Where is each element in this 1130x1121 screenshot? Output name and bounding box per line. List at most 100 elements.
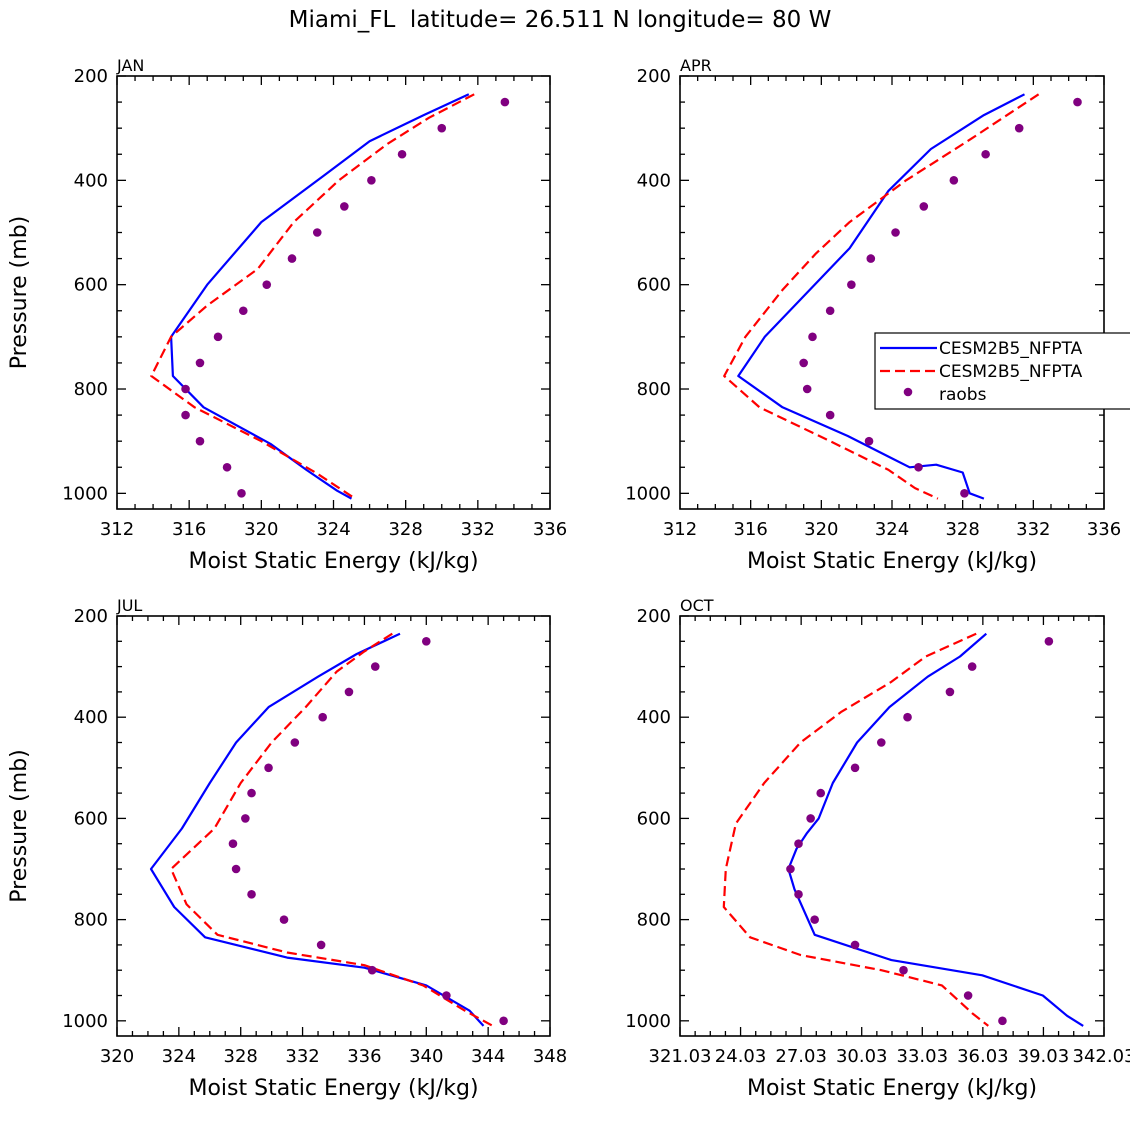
raobs-point bbox=[1044, 637, 1054, 646]
y-tick-label: 1000 bbox=[625, 1011, 671, 1032]
raobs-point bbox=[181, 384, 190, 394]
raobs-point bbox=[222, 462, 232, 472]
x-tick-label: 312 bbox=[100, 519, 134, 540]
raobs-point bbox=[919, 202, 929, 211]
x-tick-label: 27.03 bbox=[775, 1046, 827, 1067]
x-tick-label: 320 bbox=[804, 519, 838, 540]
y-tick-label: 1000 bbox=[62, 483, 108, 504]
raobs-point bbox=[903, 712, 912, 722]
y-tick-label: 200 bbox=[637, 606, 671, 627]
series-line-solid bbox=[737, 93, 1026, 500]
x-axis-label: Moist Static Energy (kJ/kg) bbox=[188, 549, 478, 574]
series-line-dashed bbox=[150, 93, 475, 500]
raobs-point bbox=[370, 662, 380, 671]
x-tick-label: 344 bbox=[471, 1046, 505, 1067]
x-tick-label: 336 bbox=[347, 1046, 381, 1067]
panel-jan: JAN 312 316 320 324 328 332 336 200 400 600 800 1000… bbox=[7, 56, 567, 574]
x-tick-label: 342.03 bbox=[1073, 1046, 1130, 1067]
x-tick-label: 321.03 bbox=[649, 1046, 712, 1067]
plot-area bbox=[149, 632, 508, 1027]
x-tick-label: 328 bbox=[945, 519, 979, 540]
x-tick-label: 320 bbox=[100, 1046, 134, 1067]
x-tick-label: 312 bbox=[663, 519, 697, 540]
raobs-point bbox=[799, 358, 808, 368]
x-tick-label: 39.03 bbox=[1018, 1046, 1070, 1067]
raobs-point bbox=[231, 864, 241, 874]
y-tick-label: 600 bbox=[74, 275, 108, 296]
raobs-point bbox=[850, 763, 860, 773]
x-tick-label: 328 bbox=[388, 519, 422, 540]
raobs-point bbox=[318, 712, 327, 722]
y-tick-label: 1000 bbox=[62, 1011, 108, 1032]
raobs-point bbox=[1073, 97, 1082, 107]
x-tick-label: 324 bbox=[316, 519, 350, 540]
y-tick-label: 200 bbox=[74, 606, 108, 627]
raobs-point bbox=[340, 202, 349, 211]
x-axis-label: Moist Static Energy (kJ/kg) bbox=[188, 1076, 478, 1101]
y-tick-label: 800 bbox=[637, 910, 671, 931]
x-tick-label: 328 bbox=[224, 1046, 258, 1067]
x-tick-label: 332 bbox=[1016, 519, 1050, 540]
raobs-point bbox=[945, 687, 955, 697]
raobs-point bbox=[960, 489, 969, 498]
raobs-point bbox=[808, 332, 817, 342]
raobs-point bbox=[241, 814, 250, 823]
raobs-point bbox=[421, 637, 431, 646]
plot-frame bbox=[679, 615, 1105, 1037]
raobs-point bbox=[825, 306, 835, 316]
panel-title: JAN bbox=[116, 56, 144, 75]
panel-title: APR bbox=[680, 56, 712, 75]
raobs-point bbox=[864, 436, 874, 446]
raobs-point bbox=[279, 915, 289, 924]
raobs-point bbox=[228, 839, 238, 849]
raobs-point bbox=[344, 687, 354, 697]
raobs-point bbox=[437, 123, 447, 133]
raobs-point bbox=[262, 280, 272, 289]
y-tick-label: 200 bbox=[637, 66, 671, 87]
raobs-point bbox=[794, 839, 803, 849]
raobs-point bbox=[237, 489, 246, 498]
x-tick-label: 24.03 bbox=[715, 1046, 767, 1067]
x-tick-label: 36.03 bbox=[957, 1046, 1009, 1067]
raobs-point bbox=[316, 940, 326, 950]
raobs-point bbox=[825, 410, 835, 420]
legend-swatch-dot bbox=[903, 387, 913, 397]
x-axis-label: Moist Static Energy (kJ/kg) bbox=[747, 549, 1037, 574]
raobs-point bbox=[802, 384, 812, 394]
raobs-point bbox=[876, 738, 886, 747]
raobs-point bbox=[499, 1016, 508, 1026]
raobs-point bbox=[500, 97, 510, 107]
x-tick-label: 33.03 bbox=[897, 1046, 949, 1067]
y-tick-label: 400 bbox=[74, 707, 108, 728]
x-tick-label: 348 bbox=[533, 1046, 567, 1067]
raobs-point bbox=[181, 410, 190, 420]
raobs-point bbox=[287, 254, 297, 263]
x-tick-label: 332 bbox=[285, 1046, 319, 1067]
raobs-point bbox=[981, 149, 990, 159]
x-tick-label: 340 bbox=[409, 1046, 443, 1067]
raobs-point bbox=[238, 306, 248, 316]
x-tick-label: 336 bbox=[1087, 519, 1121, 540]
raobs-point bbox=[1014, 123, 1024, 133]
legend-label: CESM2B5_NFPTA bbox=[939, 339, 1083, 359]
legend-label: CESM2B5_NFPTA bbox=[939, 362, 1083, 382]
raobs-point bbox=[367, 965, 377, 975]
plot-frame bbox=[679, 75, 1105, 510]
raobs-point bbox=[794, 890, 803, 899]
raobs-point bbox=[850, 940, 860, 950]
panel-jul: JUL 320 324 328 332 336 340 344 348 200 400 600 800 1… bbox=[7, 596, 567, 1101]
y-tick-label: 400 bbox=[74, 170, 108, 191]
y-axis-label: Pressure (mb) bbox=[7, 749, 32, 903]
panel-title: OCT bbox=[680, 596, 714, 615]
raobs-point bbox=[195, 358, 205, 368]
x-tick-label: 316 bbox=[172, 519, 206, 540]
raobs-point bbox=[810, 915, 819, 924]
raobs-point bbox=[998, 1016, 1007, 1026]
raobs-point bbox=[967, 662, 977, 671]
raobs-point bbox=[949, 176, 959, 185]
raobs-point bbox=[847, 280, 856, 289]
y-tick-label: 200 bbox=[74, 66, 108, 87]
x-tick-label: 332 bbox=[461, 519, 495, 540]
raobs-point bbox=[914, 462, 923, 472]
